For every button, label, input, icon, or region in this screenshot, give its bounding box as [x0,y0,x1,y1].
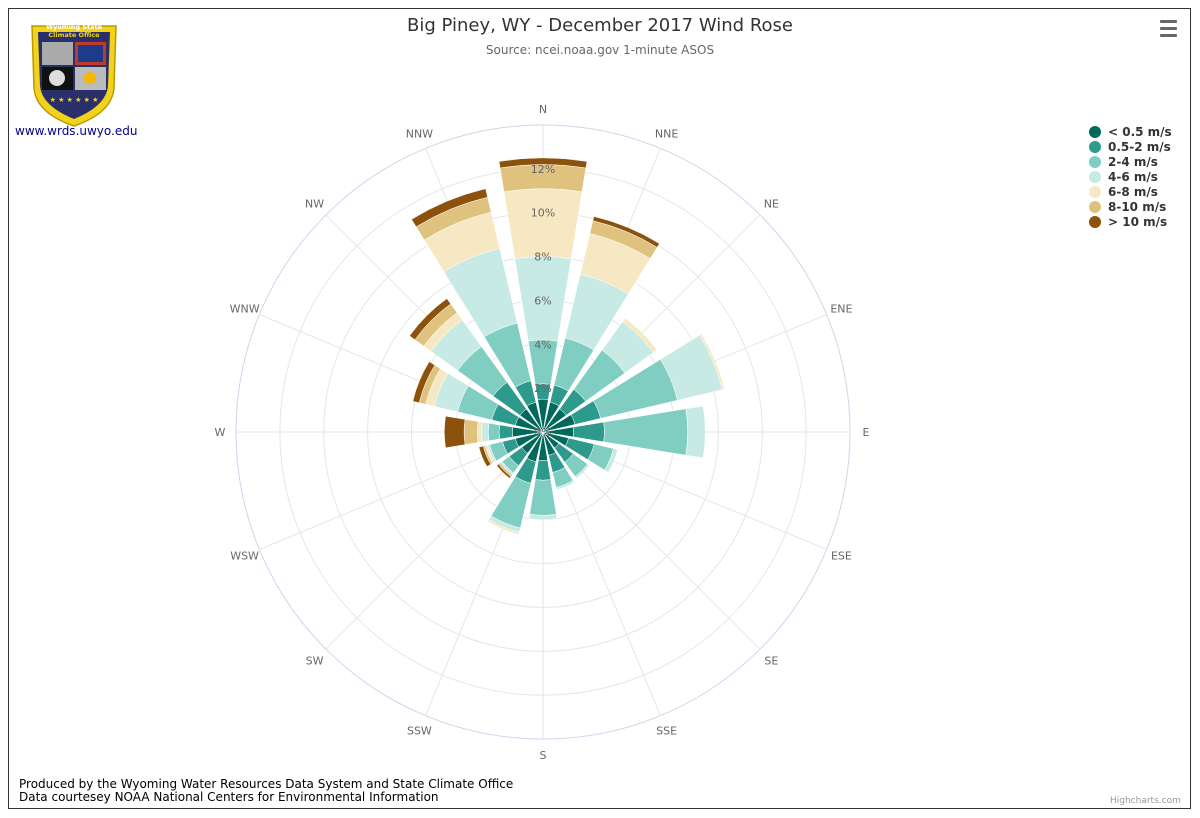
wedge-w-series-6 [444,415,466,449]
legend-marker [1089,140,1101,153]
footer-line-1: Produced by the Wyoming Water Resources … [19,777,514,791]
radial-tick-label: 10% [531,207,555,220]
wedge-s-series-3 [528,513,558,520]
legend-item[interactable]: 8-10 m/s [1089,199,1172,214]
hamburger-menu-icon-bar [1160,34,1177,37]
hamburger-menu-icon-bar [1160,27,1177,30]
wedge-w-series-4 [476,421,483,443]
hamburger-menu-icon [1160,20,1177,23]
wedge-ene-series-4 [699,333,725,391]
legend-item[interactable]: 6-8 m/s [1089,184,1172,199]
chart-footer: Produced by the Wyoming Water Resources … [19,778,513,804]
wedge-e-series-1 [573,421,605,443]
legend-item[interactable]: < 0.5 m/s [1089,124,1172,139]
climate-office-logo: Wyoming State Climate Office ★ ★ ★ ★ ★ ★ [31,23,117,127]
chart-menu-button[interactable] [1158,20,1180,40]
direction-label-n: N [539,103,547,116]
wedge-s-series-2 [529,479,557,516]
direction-label-ene: ENE [830,302,852,315]
direction-label-wsw: WSW [230,550,259,563]
svg-text:★ ★ ★ ★ ★ ★: ★ ★ ★ ★ ★ ★ [50,96,99,104]
logo-text-line1: Wyoming State [46,23,103,31]
legend-label: > 10 m/s [1108,214,1168,229]
wrds-website-link[interactable]: www.wrds.uwyo.edu [15,124,138,138]
wedge-w-series-1 [498,424,513,440]
wedge-w-series-3 [481,421,490,443]
radial-tick-label: 0% [534,426,551,439]
wedge-e-series-3 [685,405,706,459]
legend-item[interactable]: 2-4 m/s [1089,154,1172,169]
wedge-ese-series-3 [604,448,618,473]
legend-label: 2-4 m/s [1108,154,1158,169]
radial-tick-label: 8% [534,251,551,264]
wedge-ssw-series-4 [487,519,520,535]
highcharts-credit[interactable]: Highcharts.com [1110,796,1181,806]
legend-marker [1089,125,1101,138]
direction-label-nw: NW [305,198,324,211]
legend-marker [1089,155,1101,168]
direction-label-nne: NNE [655,128,678,141]
legend-item[interactable]: 4-6 m/s [1089,169,1172,184]
direction-label-ese: ESE [831,550,852,563]
radial-tick-label: 2% [534,382,551,395]
wedge-nne-series-6 [592,216,660,248]
direction-label-s: S [540,749,547,762]
footer-line-2: Data courtesey NOAA National Centers for… [19,790,439,804]
wedge-n-series-4 [503,188,583,260]
radial-tick-label: 4% [534,338,551,351]
direction-label-e: E [863,426,870,439]
direction-label-se: SE [764,654,778,667]
wedge-wsw-series-6 [478,445,492,467]
wedge-se-series-3 [574,463,590,479]
direction-label-nnw: NNW [406,128,433,141]
direction-label-sse: SSE [656,724,677,737]
chart-legend: < 0.5 m/s 0.5-2 m/s 2-4 m/s 4-6 m/s 6-8 m/s 8… [1089,124,1172,229]
wedge-nnw-series-6 [411,188,488,228]
wedge-ne-series-4 [622,317,658,353]
wedge-w-series-2 [487,422,500,442]
legend-label: 6-8 m/s [1108,184,1158,199]
wedge-sw-series-6 [496,463,512,479]
legend-label: 8-10 m/s [1108,199,1167,214]
wedge-n-series-6 [498,157,588,169]
direction-label-ssw: SSW [407,724,432,737]
legend-label: 0.5-2 m/s [1108,139,1171,154]
legend-marker [1089,185,1101,198]
direction-label-wnw: WNW [230,302,260,315]
legend-marker [1089,170,1101,183]
wedge-s-series-1 [534,459,552,481]
legend-item[interactable]: 0.5-2 m/s [1089,139,1172,154]
legend-label: 4-6 m/s [1108,169,1158,184]
legend-item[interactable]: > 10 m/s [1089,214,1172,229]
chart-title: Big Piney, WY - December 2017 Wind Rose [407,15,793,36]
wedge-nw-series-6 [409,298,452,341]
wedge-sse-series-3 [555,480,575,490]
direction-label-sw: SW [306,654,324,667]
wedge-w-series-5 [463,419,479,445]
legend-label: < 0.5 m/s [1108,124,1172,139]
wedge-e-series-2 [603,408,688,456]
legend-marker [1089,200,1101,213]
radial-tick-label: 6% [534,294,551,307]
direction-label-ne: NE [764,198,779,211]
logo-text-line2: Climate Office [48,31,100,39]
chart-subtitle: Source: ncei.noaa.gov 1-minute ASOS [485,43,715,57]
wedge-wnw-series-6 [412,361,436,404]
legend-marker [1089,215,1101,228]
radial-tick-label: 12% [531,163,555,176]
direction-label-w: W [215,426,226,439]
